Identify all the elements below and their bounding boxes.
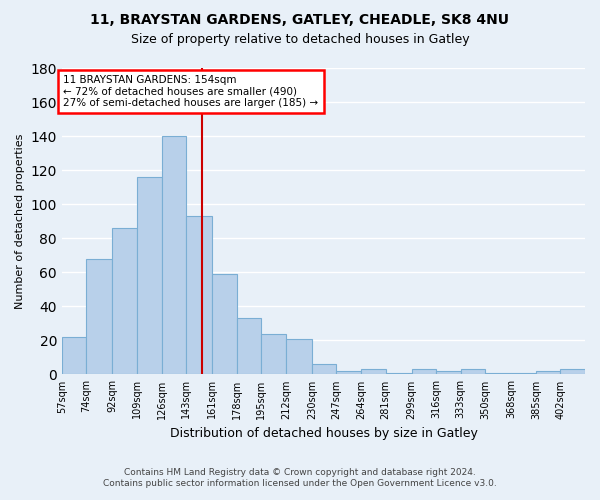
Text: 11, BRAYSTAN GARDENS, GATLEY, CHEADLE, SK8 4NU: 11, BRAYSTAN GARDENS, GATLEY, CHEADLE, S… (91, 12, 509, 26)
Bar (361, 370, 386, 374)
Bar (337, 371, 361, 374)
X-axis label: Distribution of detached houses by size in Gatley: Distribution of detached houses by size … (170, 427, 478, 440)
Bar (386, 372, 412, 374)
Bar (186, 216, 212, 374)
Bar (161, 136, 186, 374)
Bar (485, 372, 511, 374)
Bar (536, 371, 560, 374)
Bar (461, 370, 485, 374)
Bar (262, 334, 286, 374)
Bar (286, 338, 312, 374)
Bar (237, 318, 262, 374)
Y-axis label: Number of detached properties: Number of detached properties (15, 134, 25, 309)
Bar (137, 177, 161, 374)
Bar (436, 371, 461, 374)
Bar (560, 370, 585, 374)
Bar (212, 274, 237, 374)
Text: 11 BRAYSTAN GARDENS: 154sqm
← 72% of detached houses are smaller (490)
27% of se: 11 BRAYSTAN GARDENS: 154sqm ← 72% of det… (64, 75, 319, 108)
Bar (62, 337, 86, 374)
Text: Size of property relative to detached houses in Gatley: Size of property relative to detached ho… (131, 32, 469, 46)
Bar (511, 372, 536, 374)
Bar (112, 228, 137, 374)
Bar (412, 370, 436, 374)
Bar (312, 364, 337, 374)
Text: Contains HM Land Registry data © Crown copyright and database right 2024.
Contai: Contains HM Land Registry data © Crown c… (103, 468, 497, 487)
Bar (86, 258, 112, 374)
